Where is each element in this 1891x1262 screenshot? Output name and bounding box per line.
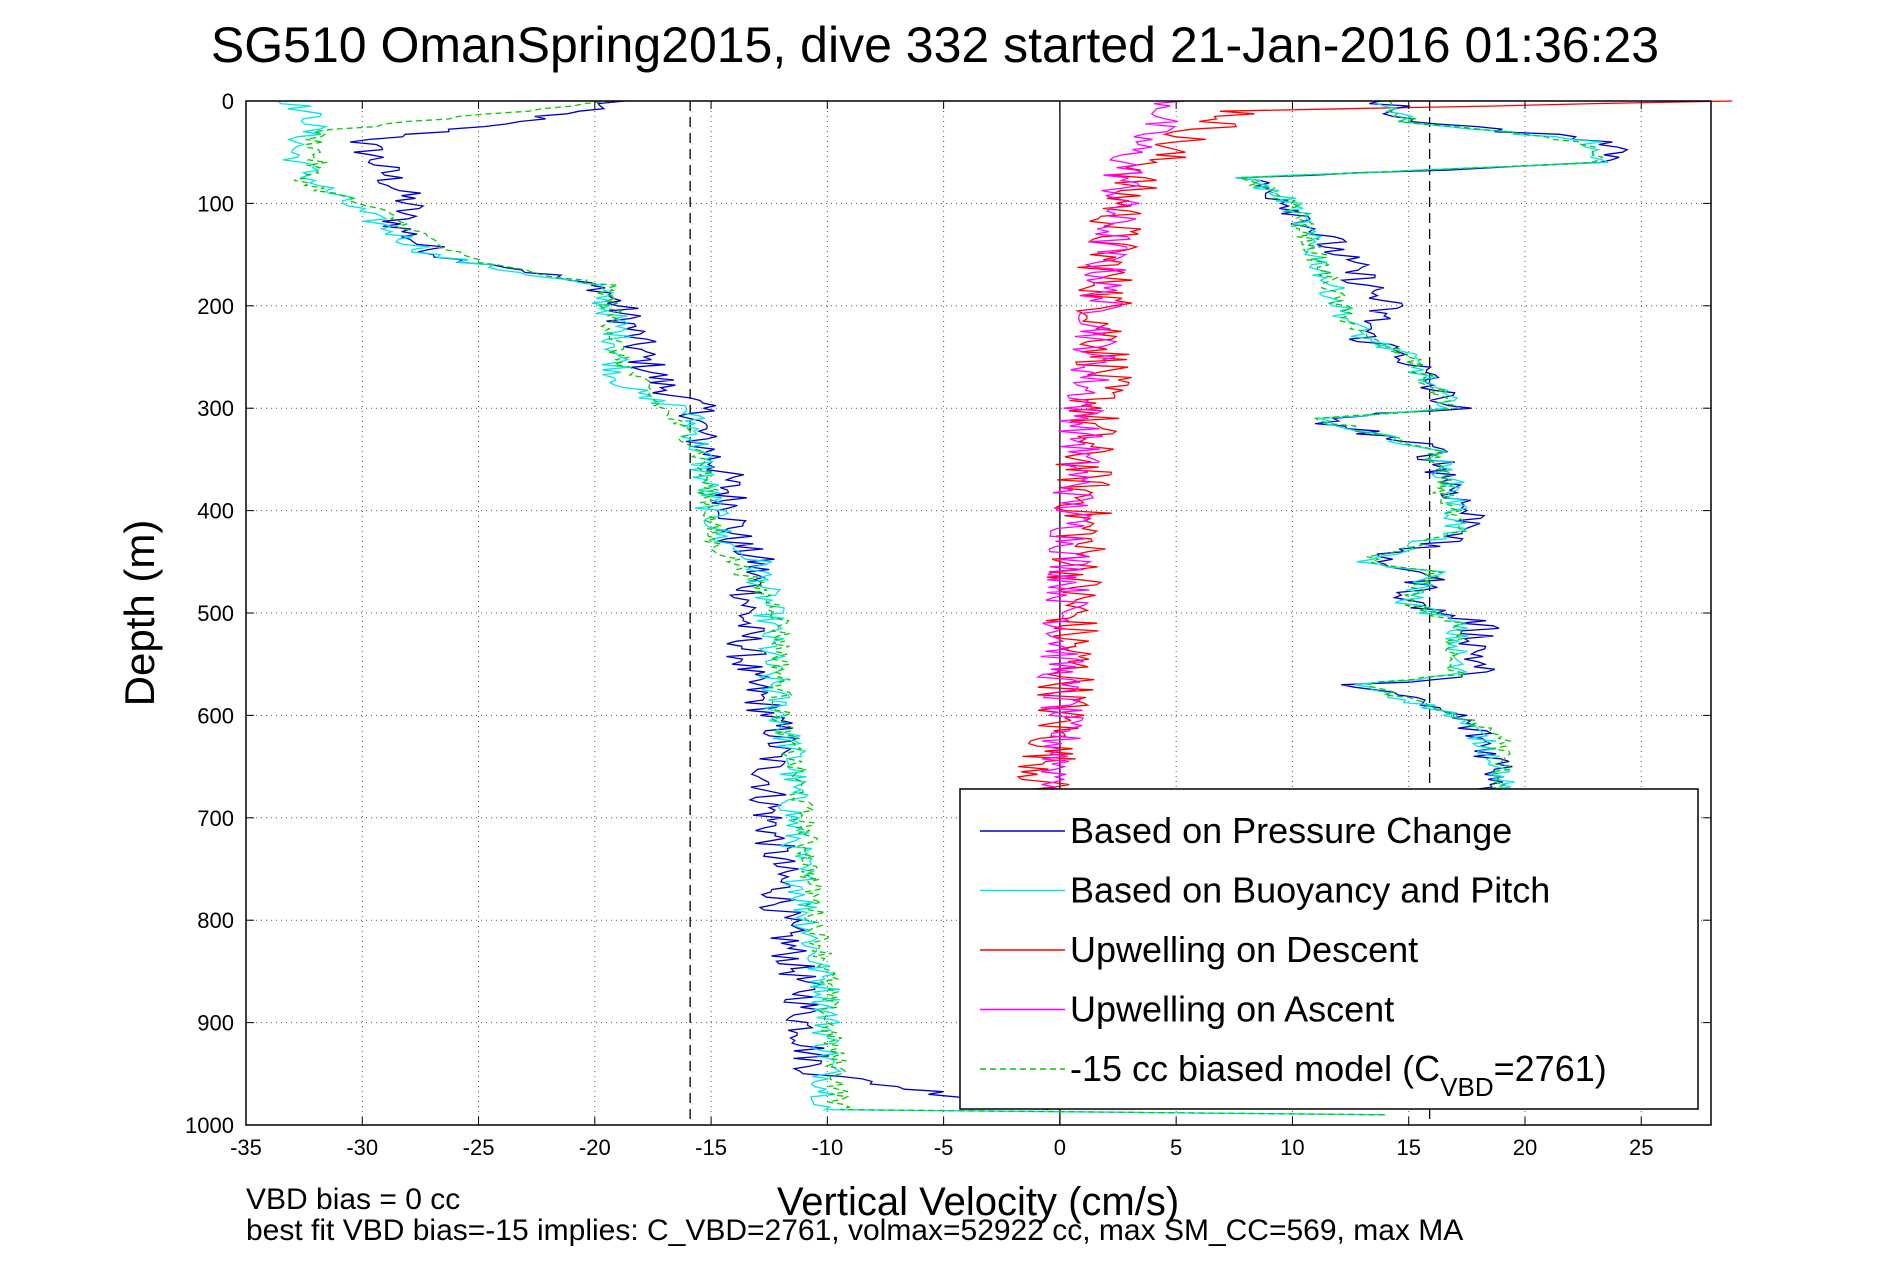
x-tick-label: 15	[1396, 1135, 1420, 1160]
x-tick-label: -15	[695, 1135, 727, 1160]
y-tick-label: 500	[197, 601, 234, 626]
x-tick-label: -35	[230, 1135, 262, 1160]
legend-label: Based on Pressure Change	[1070, 810, 1512, 851]
x-tick-label: -10	[811, 1135, 843, 1160]
y-tick-label: 1000	[185, 1113, 234, 1138]
x-tick-label: -25	[463, 1135, 495, 1160]
series-line	[350, 100, 1049, 1111]
series-line	[1235, 100, 1609, 798]
legend-label: Based on Buoyancy and Pitch	[1070, 870, 1550, 911]
legend-label: Upwelling on Ascent	[1070, 989, 1394, 1030]
y-tick-label: 700	[197, 806, 234, 831]
legend: Based on Pressure Change Based on Buoyanc…	[959, 788, 1699, 1110]
x-tick-label: -20	[579, 1135, 611, 1160]
series-lines	[278, 100, 1733, 1116]
vbd-bias-note: VBD bias = 0 cc	[246, 1183, 461, 1216]
best-fit-note: best fit VBD bias=-15 implies: C_VBD=276…	[246, 1214, 1464, 1247]
series-line	[1035, 100, 1185, 798]
axis-ticks: -35 -30 -25 -20 -15 -10 -5 0 5 10 15 20 25 0 100 200 300…	[185, 89, 1711, 1160]
y-tick-label: 600	[197, 703, 234, 728]
x-tick-label: 20	[1513, 1135, 1537, 1160]
series-line	[1012, 100, 1733, 809]
series-line	[1236, 100, 1629, 798]
x-tick-label: 10	[1280, 1135, 1304, 1160]
x-tick-label: -30	[346, 1135, 378, 1160]
y-tick-label: 0	[222, 89, 234, 114]
y-tick-label: 400	[197, 499, 234, 524]
y-tick-label: 200	[197, 294, 234, 319]
legend-label: Upwelling on Descent	[1070, 929, 1418, 970]
y-tick-label: 800	[197, 908, 234, 933]
y-axis-label: Depth (m)	[116, 520, 163, 707]
x-axis-label: Vertical Velocity (cm/s)	[777, 1180, 1179, 1224]
series-line	[278, 100, 1386, 1116]
legend-box	[959, 788, 1699, 1110]
x-tick-label: 0	[1054, 1135, 1066, 1160]
y-tick-label: 900	[197, 1011, 234, 1036]
x-tick-label: 5	[1170, 1135, 1182, 1160]
y-tick-label: 300	[197, 396, 234, 421]
chart-title: SG510 OmanSpring2015, dive 332 started 2…	[211, 17, 1659, 73]
x-tick-label: 25	[1629, 1135, 1653, 1160]
series-line	[293, 100, 1386, 1116]
y-tick-label: 100	[197, 191, 234, 216]
series-line	[1239, 100, 1604, 798]
x-tick-label: -5	[934, 1135, 954, 1160]
